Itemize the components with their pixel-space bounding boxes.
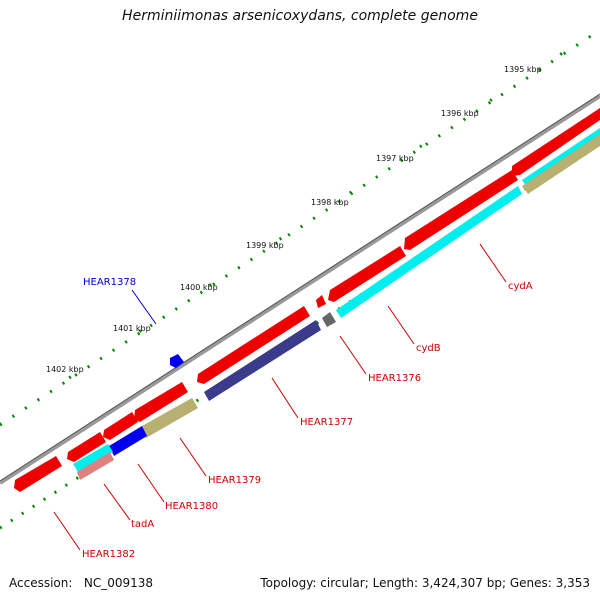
gene-label-tadA[interactable]: tadA: [131, 519, 154, 530]
kbp-label: 1396 kbp: [441, 109, 479, 118]
kbp-label: 1400 kbp: [180, 283, 218, 292]
label-leaders: [53, 243, 507, 551]
length-value: 3,424,307 bp: [421, 576, 502, 590]
gene-label-HEAR1380[interactable]: HEAR1380: [165, 501, 218, 512]
kbp-label: 1401 kbp: [113, 324, 151, 333]
accession-label: Accession:: [9, 576, 73, 590]
gene-labels: cydA cydB HEAR1376 HEAR1377 HEAR1379 HEA…: [82, 277, 533, 560]
topology-label: Topology:: [260, 576, 317, 590]
gene-arrow-HEAR1382[interactable]: [14, 456, 62, 492]
topology-value: circular: [320, 576, 365, 590]
gene-label-HEAR1376[interactable]: HEAR1376: [368, 373, 421, 384]
gene-arrow-cydB[interactable]: [404, 170, 518, 250]
gene-label-cydB[interactable]: cydB: [416, 343, 441, 354]
kbp-scale-ticks: [0, 27, 600, 427]
accession-info: Accession: NC_009138: [9, 576, 153, 590]
genes-value: 3,353: [555, 576, 590, 590]
genes-label: Genes:: [509, 576, 552, 590]
gene-track-forward: [14, 108, 600, 492]
gene-arrow-HEAR1379[interactable]: [134, 382, 188, 422]
kbp-label: 1402 kbp: [46, 365, 84, 374]
map-title: Herminiimonas arsenicoxydans, complete g…: [122, 8, 478, 24]
gene-arrow-HEAR1377[interactable]: [197, 306, 310, 384]
kbp-label: 1395 kbp: [504, 65, 542, 74]
gene-arrow-cydA[interactable]: [512, 108, 600, 176]
gene-arrow-HEAR1380[interactable]: [103, 412, 138, 440]
kbp-label: 1398 kbp: [311, 198, 349, 207]
kbp-label: 1399 kbp: [246, 241, 284, 250]
gene-label-HEAR1379[interactable]: HEAR1379: [208, 475, 261, 486]
gene-label-HEAR1382[interactable]: HEAR1382: [82, 549, 135, 560]
accession-value: NC_009138: [83, 576, 154, 590]
gene-label-HEAR1377[interactable]: HEAR1377: [300, 417, 353, 428]
genome-summary: Topology: circular; Length: 3,424,307 bp…: [260, 576, 590, 590]
gene-arrow-HEAR1376[interactable]: [328, 246, 406, 302]
gene-label-cydA[interactable]: cydA: [508, 281, 533, 292]
kbp-labels: 1395 kbp 1396 kbp 1397 kbp 1398 kbp 1399…: [46, 65, 542, 374]
kbp-label: 1397 kbp: [376, 154, 414, 163]
gene-arrow-small[interactable]: [316, 295, 326, 308]
gene-arrow-tadA[interactable]: [67, 432, 106, 462]
length-label: Length:: [372, 576, 419, 590]
cog-track: [73, 128, 600, 480]
gene-label-HEAR1378[interactable]: HEAR1378: [83, 277, 136, 288]
gene-arrow-HEAR1378[interactable]: [170, 354, 184, 368]
genome-backbone: [0, 94, 600, 485]
